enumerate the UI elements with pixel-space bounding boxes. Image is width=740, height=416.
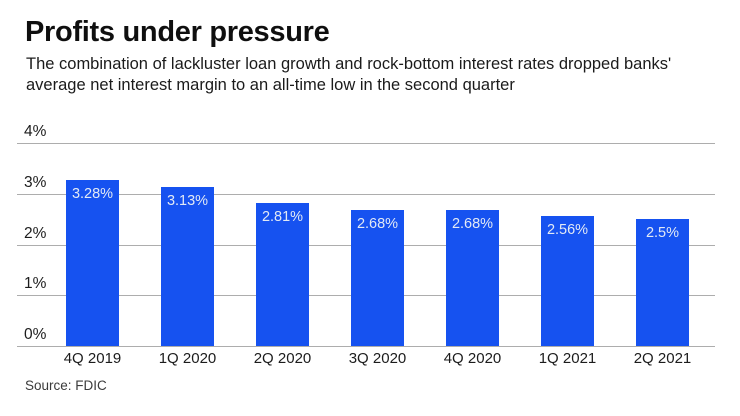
subtitle-line-2: average net interest margin to an all-ti… <box>26 76 515 94</box>
bar-group: 2.5% 2Q 2021 <box>615 0 710 367</box>
gridline-3% <box>17 193 715 195</box>
bar-value-label: 3.28% <box>71 185 114 202</box>
y-axis-label-3%: 3% <box>24 173 47 191</box>
bar-group: 3.13% 1Q 2020 <box>140 0 235 367</box>
x-axis-label: 4Q 2019 <box>63 350 122 367</box>
x-axis-label: 1Q 2021 <box>538 350 597 367</box>
bar: 2.81% <box>256 203 309 346</box>
y-axis-label-1%: 1% <box>24 275 47 293</box>
bar-value-label: 2.81% <box>261 209 304 226</box>
subtitle-line-1: The combination of lackluster loan growt… <box>26 55 672 73</box>
bar-value-label: 2.68% <box>356 216 399 232</box>
y-axis-label-0%: 0% <box>24 326 47 343</box>
bar-value-label: 2.56% <box>546 222 589 239</box>
bar-group: 2.81% 2Q 2020 <box>235 0 330 367</box>
bar: 2.68% <box>351 210 404 346</box>
gridline-4% <box>17 143 715 144</box>
y-axis-label-4%: 4% <box>24 123 47 140</box>
gridline-0% <box>17 346 715 347</box>
bar: 2.5% <box>636 219 689 346</box>
x-axis-label: 4Q 2020 <box>443 350 502 367</box>
bar-group: 2.68% 3Q 2020 <box>330 0 425 367</box>
x-axis-label: 1Q 2020 <box>158 350 217 367</box>
x-axis-label: 3Q 2020 <box>348 350 407 367</box>
x-axis-label: 2Q 2020 <box>253 350 312 367</box>
bar: 2.68% <box>446 210 499 346</box>
bar: 2.56% <box>541 216 594 346</box>
chart-subtitle: The combination of lackluster loan growt… <box>26 54 726 96</box>
bar-group: 2.68% 4Q 2020 <box>425 0 520 367</box>
bar-group: 2.56% 1Q 2021 <box>520 0 615 367</box>
bar-value-label: 3.13% <box>166 193 209 210</box>
bar-value-label: 2.68% <box>451 216 494 232</box>
x-axis-label: 2Q 2021 <box>633 350 692 367</box>
bar-value-label: 2.5% <box>645 225 680 242</box>
bar-group: 3.28% 4Q 2019 <box>45 0 140 367</box>
y-axis-label-2%: 2% <box>24 224 47 242</box>
chart-title: Profits under pressure <box>25 16 330 48</box>
bar: 3.13% <box>161 187 214 346</box>
bar: 3.28% <box>66 179 119 346</box>
source-note: Source: FDIC <box>25 378 107 393</box>
bars-container: 3.28% 4Q 2019 3.13% 1Q 2020 2.81% 2Q 2020 2.68… <box>45 0 710 367</box>
